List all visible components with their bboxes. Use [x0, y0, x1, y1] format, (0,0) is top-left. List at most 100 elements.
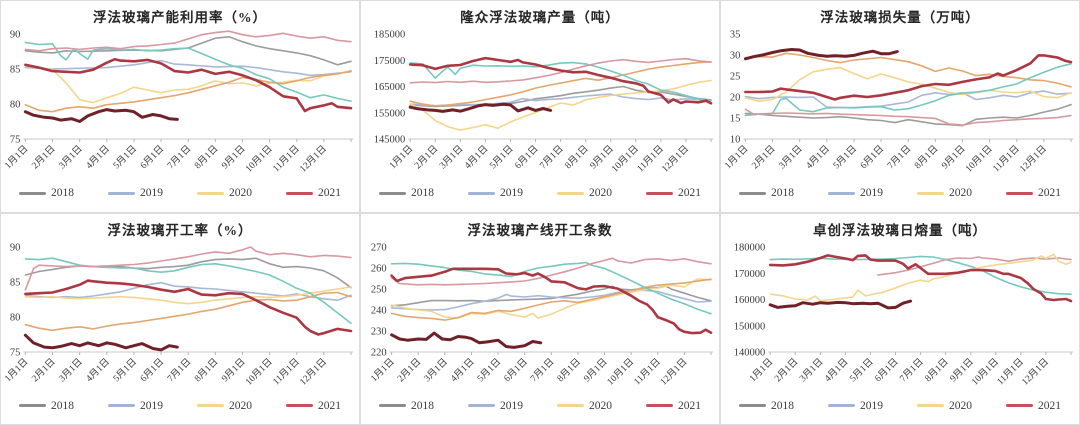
- legend-item-2021: 2021: [286, 187, 341, 199]
- y-tick-label: 90: [10, 242, 21, 253]
- legend-swatch: [1006, 404, 1033, 407]
- x-tick-label: 10月1日: [963, 143, 994, 174]
- chart-legend: 2018 2019 2020 2021: [361, 396, 719, 416]
- x-tick-label: 2月1日: [412, 143, 440, 171]
- legend-item-2020: 2020: [557, 400, 612, 412]
- line-2019: [744, 90, 1072, 109]
- x-tick-label: 4月1日: [84, 356, 112, 384]
- x-tick-label: 6月1日: [138, 356, 166, 384]
- line-unlabeled-pink: [744, 108, 1072, 126]
- chart-legend: 2018 2019 2020 2021: [721, 396, 1079, 416]
- line-2021: [768, 253, 1073, 302]
- legend-swatch: [197, 404, 224, 407]
- legend-swatch: [197, 191, 224, 195]
- y-tick-label: 35: [730, 30, 741, 41]
- y-tick-label: 15: [730, 114, 741, 125]
- line-2018: [744, 103, 1072, 127]
- legend-label: 2018: [411, 399, 434, 412]
- x-tick-label: 6月1日: [513, 143, 541, 171]
- line-2020: [769, 253, 1072, 301]
- legend-swatch: [468, 191, 495, 195]
- legend-item-2019: 2019: [828, 400, 883, 412]
- y-tick-label: 75: [10, 347, 21, 358]
- x-tick-label: 5月1日: [848, 356, 876, 384]
- x-tick-label: 12月1日: [660, 143, 691, 174]
- x-tick-label: 4月1日: [84, 143, 112, 171]
- chart-title: 浮法玻璃产能利用率（%）: [93, 10, 267, 25]
- legend-swatch: [646, 404, 673, 407]
- x-tick-label: 1月1日: [747, 356, 775, 384]
- x-tick-label: 7月1日: [538, 143, 566, 171]
- x-tick-label: 2月1日: [750, 143, 778, 171]
- line-2018: [24, 36, 352, 66]
- y-tick-label: 10: [730, 135, 741, 146]
- line-2021: [390, 266, 713, 334]
- y-tick-label: 220: [371, 347, 387, 358]
- x-tick-label: 3月1日: [777, 143, 805, 171]
- legend-item-2021: 2021: [286, 400, 341, 412]
- x-tick-label: 7月1日: [528, 356, 556, 384]
- legend-item-2021: 2021: [646, 187, 701, 199]
- chart-title: 隆众浮法玻璃产量（吨）: [460, 10, 620, 25]
- line-current-partial: [23, 108, 179, 123]
- legend-label: 2018: [51, 187, 74, 199]
- line-2018: [24, 256, 352, 288]
- x-tick-label: 4月1日: [449, 356, 477, 384]
- line-current-partial: [768, 299, 913, 309]
- legend-swatch: [379, 191, 406, 195]
- line-2021: [24, 57, 353, 113]
- chart-plot: 1月1日2月1日3月1日4月1日5月1日6月1日7月1日8月1日9月1日10月1…: [734, 242, 1073, 387]
- line-2019: [24, 281, 352, 301]
- line-current-partial: [390, 331, 543, 349]
- line-unlabeled-orange: [390, 277, 712, 321]
- x-tick-label: 5月1日: [488, 143, 516, 171]
- legend-label: 2020: [229, 399, 252, 412]
- x-tick-label: 1月1日: [369, 356, 397, 384]
- x-tick-label: 6月1日: [502, 356, 530, 384]
- legend-swatch: [646, 191, 673, 195]
- legend-swatch: [739, 404, 766, 407]
- legend-swatch: [557, 404, 584, 407]
- line-unlabeled-orange: [24, 70, 352, 113]
- line-current-partial: [743, 48, 899, 61]
- y-tick-label: 25: [730, 72, 741, 83]
- x-tick-label: 1月1日: [387, 143, 415, 171]
- line-unlabeled-orange: [409, 60, 712, 107]
- line-unlabeled-teal: [24, 41, 352, 102]
- chart-title: 卓创浮法玻璃日熔量（吨）: [813, 222, 987, 238]
- x-tick-label: 4月1日: [804, 143, 832, 171]
- line-unlabeled-pink: [24, 245, 352, 291]
- line-unlabeled-teal: [744, 62, 1072, 117]
- legend-label: 2021: [678, 399, 701, 412]
- y-tick-label: 30: [730, 51, 741, 62]
- y-tick-label: 90: [10, 30, 21, 41]
- x-tick-label: 5月1日: [831, 143, 859, 171]
- legend-item-2019: 2019: [108, 400, 163, 412]
- legend-item-2020: 2020: [197, 400, 252, 412]
- legend-item-2018: 2018: [19, 187, 74, 199]
- x-tick-label: 8月1日: [923, 356, 951, 384]
- legend-swatch: [468, 404, 495, 407]
- legend-label: 2019: [860, 187, 883, 199]
- chart-title: 浮法玻璃损失量（万吨）: [820, 10, 980, 25]
- legend-item-2018: 2018: [739, 187, 794, 199]
- legend-label: 2018: [51, 399, 74, 412]
- chart-panel: 浮法玻璃损失量（万吨） 1月1日 2月1日 3月1日 4月1日 5月1日 6月1日 7月1日 8…: [721, 1, 1079, 212]
- legend-item-2019: 2019: [828, 187, 883, 199]
- legend-item-2018: 2018: [379, 187, 434, 199]
- y-tick-label: 150000: [734, 321, 766, 332]
- x-tick-label: 3月1日: [798, 356, 826, 384]
- line-unlabeled-orange: [24, 291, 352, 331]
- y-tick-label: 140000: [734, 347, 766, 358]
- x-tick-label: 11月1日: [632, 356, 663, 387]
- x-tick-label: 1月1日: [3, 356, 31, 384]
- line-unlabeled-pink: [390, 256, 712, 286]
- legend-swatch: [1006, 191, 1033, 195]
- x-tick-label: 8月1日: [193, 143, 221, 171]
- y-tick-label: 80: [10, 100, 21, 111]
- y-tick-label: 20: [730, 93, 741, 104]
